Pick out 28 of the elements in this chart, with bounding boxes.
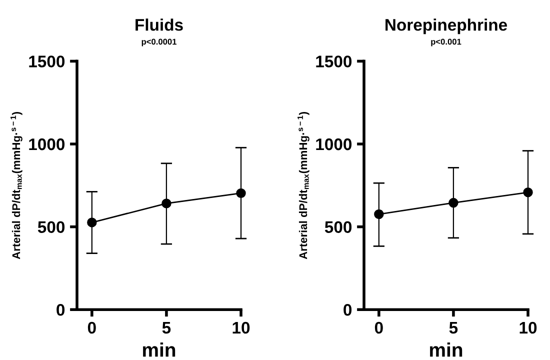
x-tick-label: 5 (162, 322, 171, 334)
point (162, 198, 172, 208)
y-tick-label: 1500 (29, 56, 65, 68)
chart-title: Fluids (136, 18, 183, 31)
chart-subtitle: p<0.0001 (142, 38, 176, 46)
x-tick-label: 5 (449, 322, 458, 334)
y-axis-title: Arterial dP/dt$_{max}$(mmHg·$^{s−1}$) (10, 112, 22, 260)
x-tick-label: 10 (520, 322, 537, 334)
point (87, 218, 97, 228)
chart-subtitle: p<0.001 (431, 38, 462, 46)
point (236, 188, 246, 198)
x-axis-title: min (143, 342, 176, 357)
point (448, 198, 458, 208)
x-tick-label: 0 (374, 322, 383, 334)
y-axis-title: Arterial dP/dt$_{max}$(mmHg·$^{s−1}$) (298, 112, 310, 260)
x-axis-title: min (430, 342, 462, 357)
y-tick-label: 500 (324, 221, 352, 234)
y-tick-label: 0 (56, 304, 65, 316)
y-tick-label: 1500 (316, 56, 352, 68)
x-tick-label: 0 (88, 322, 96, 334)
y-tick-label: 1000 (29, 138, 65, 150)
y-tick-label: 500 (38, 221, 65, 234)
y-tick-label: 1000 (316, 138, 352, 150)
y-tick-label: 0 (344, 304, 352, 316)
x-tick-label: 10 (232, 322, 250, 334)
chart-title: Norepinephrine (386, 18, 508, 34)
point (523, 187, 533, 198)
point (374, 209, 384, 220)
